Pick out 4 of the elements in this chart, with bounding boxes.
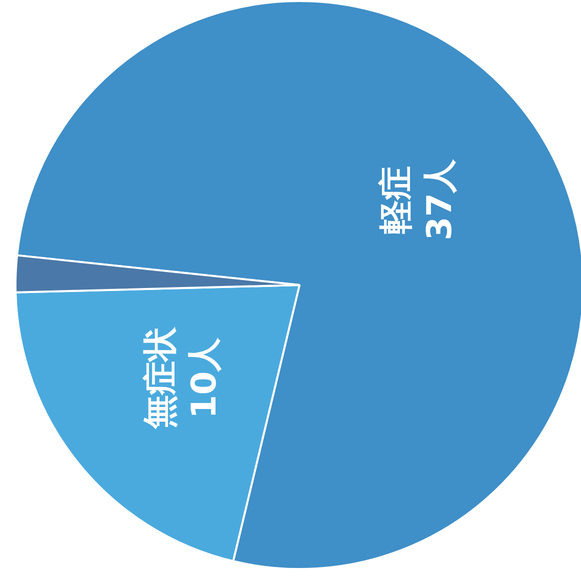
data-label: 10人 (184, 336, 225, 419)
data-label: 37人 (420, 158, 460, 240)
slice-label: 無症状 (140, 326, 181, 430)
slice-label: 軽症 (376, 166, 416, 234)
